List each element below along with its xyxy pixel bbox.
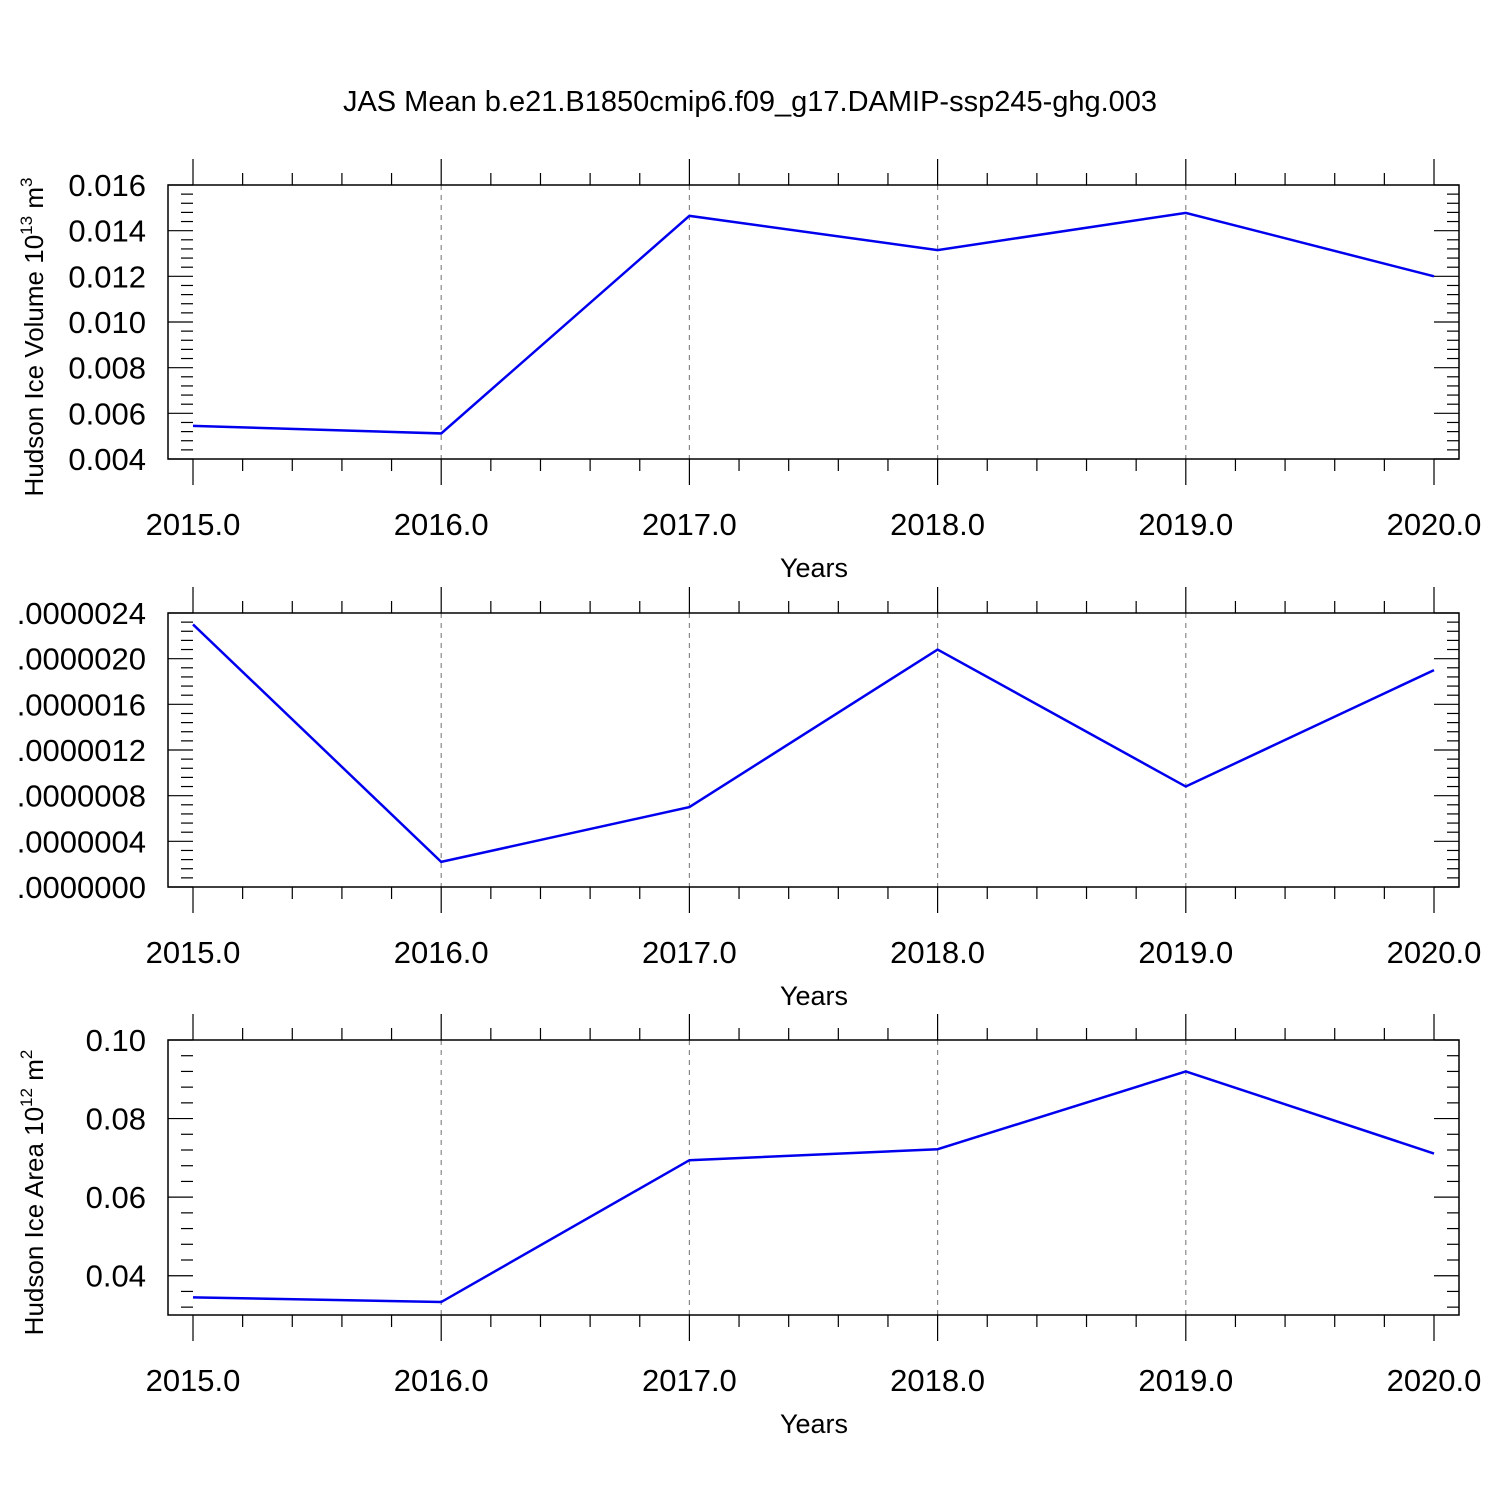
data-series-line <box>193 213 1434 434</box>
y-tick-label: 0.010 <box>68 305 146 340</box>
y-tick-label: .0000004 <box>17 824 146 859</box>
x-tick-label: 2020.0 <box>1387 507 1482 542</box>
x-tick-label: 2018.0 <box>890 507 985 542</box>
y-tick-label: 0.012 <box>68 259 146 294</box>
data-series-line <box>193 624 1434 861</box>
y-tick-label: 0.008 <box>68 351 146 386</box>
y-tick-label: 0.04 <box>86 1259 146 1294</box>
y-tick-label: .0000016 <box>17 687 146 722</box>
y-tick-label: 0.004 <box>68 442 146 477</box>
x-tick-label: 2016.0 <box>394 935 489 970</box>
y-axis-label: Hudson Ice Area 1012 m2 <box>17 1050 49 1336</box>
y-tick-label: .0000012 <box>17 733 146 768</box>
plot-frame <box>168 1040 1459 1315</box>
x-tick-label: 2019.0 <box>1138 1363 1233 1398</box>
y-tick-label: 0.006 <box>68 396 146 431</box>
x-tick-label: 2018.0 <box>890 1363 985 1398</box>
x-tick-label: 2015.0 <box>146 935 241 970</box>
x-tick-label: 2017.0 <box>642 507 737 542</box>
x-tick-label: 2017.0 <box>642 935 737 970</box>
y-tick-label: .0000024 <box>17 596 146 631</box>
plot-frame <box>168 185 1459 459</box>
x-tick-label: 2017.0 <box>642 1363 737 1398</box>
chart-panel-2: 2015.0 2016.0 2017.0 2018.0 2019.0 2020.0 Year… <box>17 587 1482 1011</box>
x-axis-label: Years <box>780 553 848 583</box>
x-tick-label: 2016.0 <box>394 507 489 542</box>
y-tick-label: .0000020 <box>17 642 146 677</box>
y-tick-label: .0000008 <box>17 779 146 814</box>
y-tick-label: .0000000 <box>17 870 146 905</box>
x-tick-label: 2016.0 <box>394 1363 489 1398</box>
y-tick-label: 0.014 <box>68 214 146 249</box>
chart-panel-1: 2015.0 2016.0 2017.0 2018.0 2019.0 2020.0 Year… <box>17 159 1481 583</box>
x-tick-label: 2019.0 <box>1138 507 1233 542</box>
y-axis-label: Hudson Ice Volume 1013 m3 <box>17 178 49 497</box>
y-tick-label: 0.10 <box>86 1023 146 1058</box>
x-tick-label: 2015.0 <box>146 507 241 542</box>
x-tick-label: 2020.0 <box>1387 1363 1482 1398</box>
x-tick-label: 2020.0 <box>1387 935 1482 970</box>
x-axis-label: Years <box>780 981 848 1011</box>
x-tick-label: 2019.0 <box>1138 935 1233 970</box>
data-series-line <box>193 1071 1434 1302</box>
x-tick-label: 2015.0 <box>146 1363 241 1398</box>
y-tick-label: 0.08 <box>86 1102 146 1137</box>
y-tick-label: 0.016 <box>68 168 146 203</box>
y-tick-label: 0.06 <box>86 1180 146 1215</box>
figure-title: JAS Mean b.e21.B1850cmip6.f09_g17.DAMIP-… <box>0 86 1500 119</box>
x-tick-label: 2018.0 <box>890 935 985 970</box>
chart-panel-3: 2015.0 2016.0 2017.0 2018.0 2019.0 2020.0 Year… <box>17 1014 1481 1439</box>
x-axis-label: Years <box>780 1409 848 1439</box>
